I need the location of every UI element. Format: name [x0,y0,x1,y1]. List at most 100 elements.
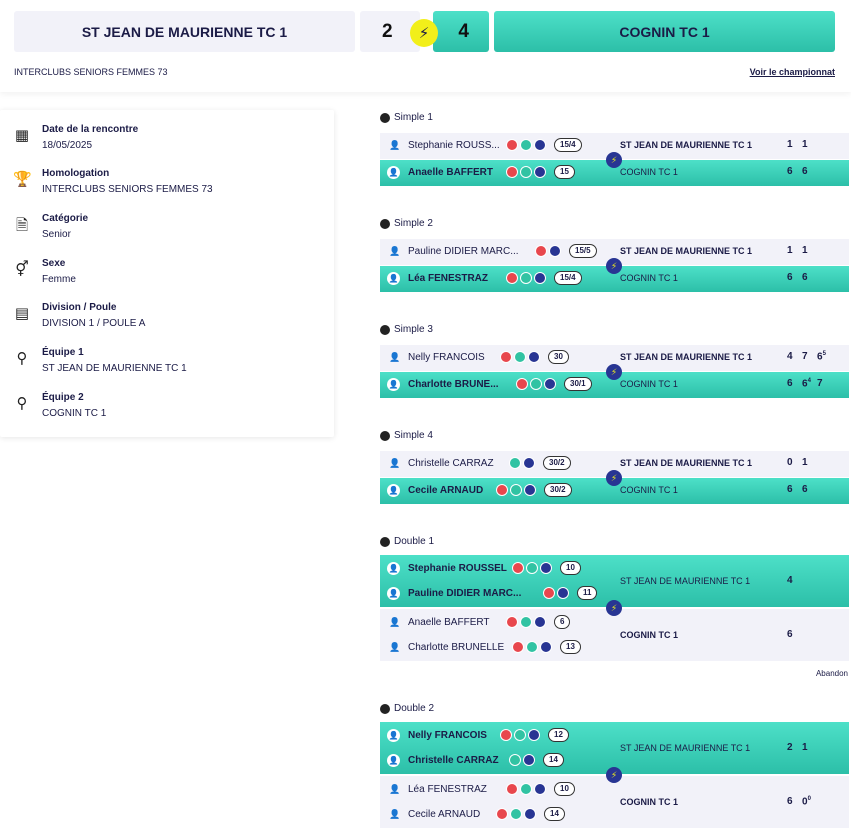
player-name[interactable]: Cecile ARNAUD [408,809,481,820]
double-home-pair: 👤 Stephanie ROUSSEL 10 👤 Pauline DIDIER MARC… [380,555,849,607]
competition-label: INTERCLUBS SENIORS FEMMES 73 [14,67,168,77]
info-row: ▤ Division / Poule DIVISION 1 / POULE A [0,302,334,342]
racket-1-icon: ⚲ [16,350,28,367]
player-ranking: 15/4 [554,138,582,152]
set-score: 0 [787,457,793,468]
player-ranking: 11 [577,586,598,600]
blue-badge-icon [534,783,546,795]
abandon-note: Abandon [815,669,848,678]
set-scores: 6 64 7 [787,378,832,389]
set-score: 6 [787,796,793,807]
set-score: 64 [802,378,811,390]
tennis-ball-icon [380,430,390,441]
player-name[interactable]: Anaelle BAFFERT [408,617,490,628]
set-score: 1 [787,245,793,256]
player-badges [512,562,552,574]
player-name[interactable]: Stephanie ROUSS... [408,140,500,151]
match-title: Simple 1 [380,112,433,123]
player-name[interactable]: Léa FENESTRAZ [408,784,487,795]
set-score: 2 [787,742,793,753]
green-badge-icon [510,484,522,496]
blue-badge-icon [540,641,552,653]
blue-badge-icon [534,139,546,151]
player-name[interactable]: Anaelle BAFFERT [408,167,494,178]
info-value: INTERCLUBS SENIORS FEMMES 73 [42,184,213,195]
player-badges [506,783,546,795]
player-name[interactable]: Léa FENESTRAZ [408,273,489,284]
set-score: 6 [787,378,793,389]
player-name[interactable]: Pauline DIDIER MARC... [408,246,519,257]
red-badge-icon [506,272,518,284]
user-icon: 👤 [387,754,400,767]
set-score: 4 [787,351,793,362]
document-icon: 🗎 [15,217,29,234]
red-badge-icon [500,729,512,741]
team-name: ST JEAN DE MAURIENNE TC 1 [620,140,753,150]
set-score: 7 [817,378,823,389]
info-row: ▦ Date de la rencontre 18/05/2025 [0,124,334,164]
set-score: 00 [802,796,811,808]
red-badge-icon [500,351,512,363]
set-scores: 4 7 65 [787,351,832,362]
home-team-name[interactable]: ST JEAN DE MAURIENNE TC 1 [14,11,355,52]
blue-badge-icon [524,484,536,496]
set-score: 6 [802,166,808,177]
set-score: 6 [787,166,793,177]
player-name[interactable]: Christelle CARRAZ [408,755,499,766]
green-badge-icon [514,729,526,741]
player-name[interactable]: Charlotte BRUNELLE [408,642,505,653]
info-row: 🗎 Catégorie Senior [0,213,334,253]
team-name: COGNIN TC 1 [620,630,679,640]
bolt-icon: ⚡ [606,470,622,486]
match-row-home: 👤 Pauline DIDIER MARC... 15/5 ST JEAN DE MA… [380,239,849,265]
double-away-pair: 👤 Anaelle BAFFERT 6 👤 Charlotte BRUNELLE 13 CO… [380,609,849,661]
info-value: DIVISION 1 / POULE A [42,318,146,329]
blue-badge-icon [528,729,540,741]
player-name[interactable]: Pauline DIDIER MARC... [408,588,522,599]
green-badge-icon [509,754,521,766]
blue-badge-icon [540,562,552,574]
red-badge-icon [506,783,518,795]
away-team-name[interactable]: COGNIN TC 1 [494,11,835,52]
user-icon: 👤 [387,562,400,575]
set-scores: 6 00 [787,796,817,807]
player-ranking: 13 [560,640,581,654]
set-score: 6 [787,629,793,640]
blue-badge-icon [534,166,546,178]
info-label: Homologation [42,168,110,179]
info-value: COGNIN TC 1 [42,408,107,419]
player-name[interactable]: Christelle CARRAZ [408,458,494,469]
red-badge-icon [496,484,508,496]
user-icon: 👤 [387,166,400,179]
info-label: Catégorie [42,213,89,224]
player-name[interactable]: Cecile ARNAUD [408,485,484,496]
red-badge-icon [535,245,547,257]
red-badge-icon [506,166,518,178]
blue-badge-icon [534,616,546,628]
green-badge-icon [520,616,532,628]
green-badge-icon [510,808,522,820]
calendar-icon: ▦ [14,127,30,144]
red-badge-icon [506,616,518,628]
player-name[interactable]: Nelly FRANCOIS [408,352,485,363]
player-name[interactable]: Charlotte BRUNE... [408,379,499,390]
green-badge-icon [530,378,542,390]
info-label: Sexe [42,258,66,269]
player-badges [512,641,552,653]
championship-link[interactable]: Voir le championnat [749,67,835,77]
double-away-pair: 👤 Léa FENESTRAZ 10 👤 Cecile ARNAUD 14 COGNIN T… [380,776,849,828]
set-score: 7 [802,351,808,362]
team-name: ST JEAN DE MAURIENNE TC 1 [620,246,753,256]
match-title: Simple 3 [380,324,433,335]
player-name[interactable]: Stephanie ROUSSEL [408,563,507,574]
set-score: 1 [802,139,808,150]
team-name: ST JEAN DE MAURIENNE TC 1 [620,576,751,586]
player-name[interactable]: Nelly FRANCOIS [408,730,487,741]
team-name: COGNIN TC 1 [620,167,678,177]
pair-player: 👤 Charlotte BRUNELLE 13 [380,636,620,660]
